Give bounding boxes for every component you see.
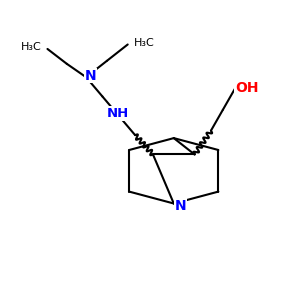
Text: N: N — [175, 199, 186, 213]
Text: H₃C: H₃C — [21, 43, 41, 52]
Text: H₃C: H₃C — [134, 38, 154, 48]
Text: N: N — [85, 69, 96, 83]
Text: NH: NH — [107, 107, 129, 120]
Text: OH: OH — [235, 81, 258, 94]
